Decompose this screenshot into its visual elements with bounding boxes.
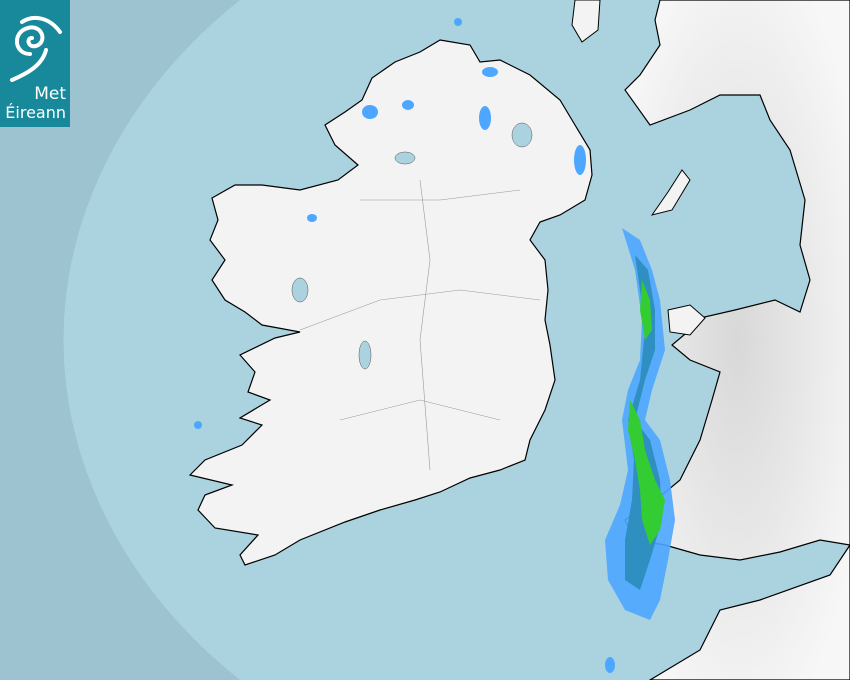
- outside-radar-area: [0, 0, 240, 680]
- rain-heavy: [628, 280, 665, 545]
- lakes: [291, 122, 533, 370]
- met-eireann-spiral-icon: [10, 15, 62, 82]
- logo-text-eireann: Éireann: [5, 103, 66, 122]
- logo-text-met: Met: [34, 84, 66, 104]
- isle-of-man: [650, 169, 691, 216]
- rain-showers-ireland: [194, 18, 615, 673]
- met-eireann-logo[interactable]: Met Éireann: [0, 0, 70, 127]
- rainfall-band: [194, 18, 675, 673]
- kintyre: [571, 0, 601, 43]
- ireland-county-borders: [299, 179, 541, 471]
- great-britain-landmass: [624, 0, 850, 680]
- ireland-landmass: [188, 39, 593, 566]
- anglesey: [667, 304, 706, 336]
